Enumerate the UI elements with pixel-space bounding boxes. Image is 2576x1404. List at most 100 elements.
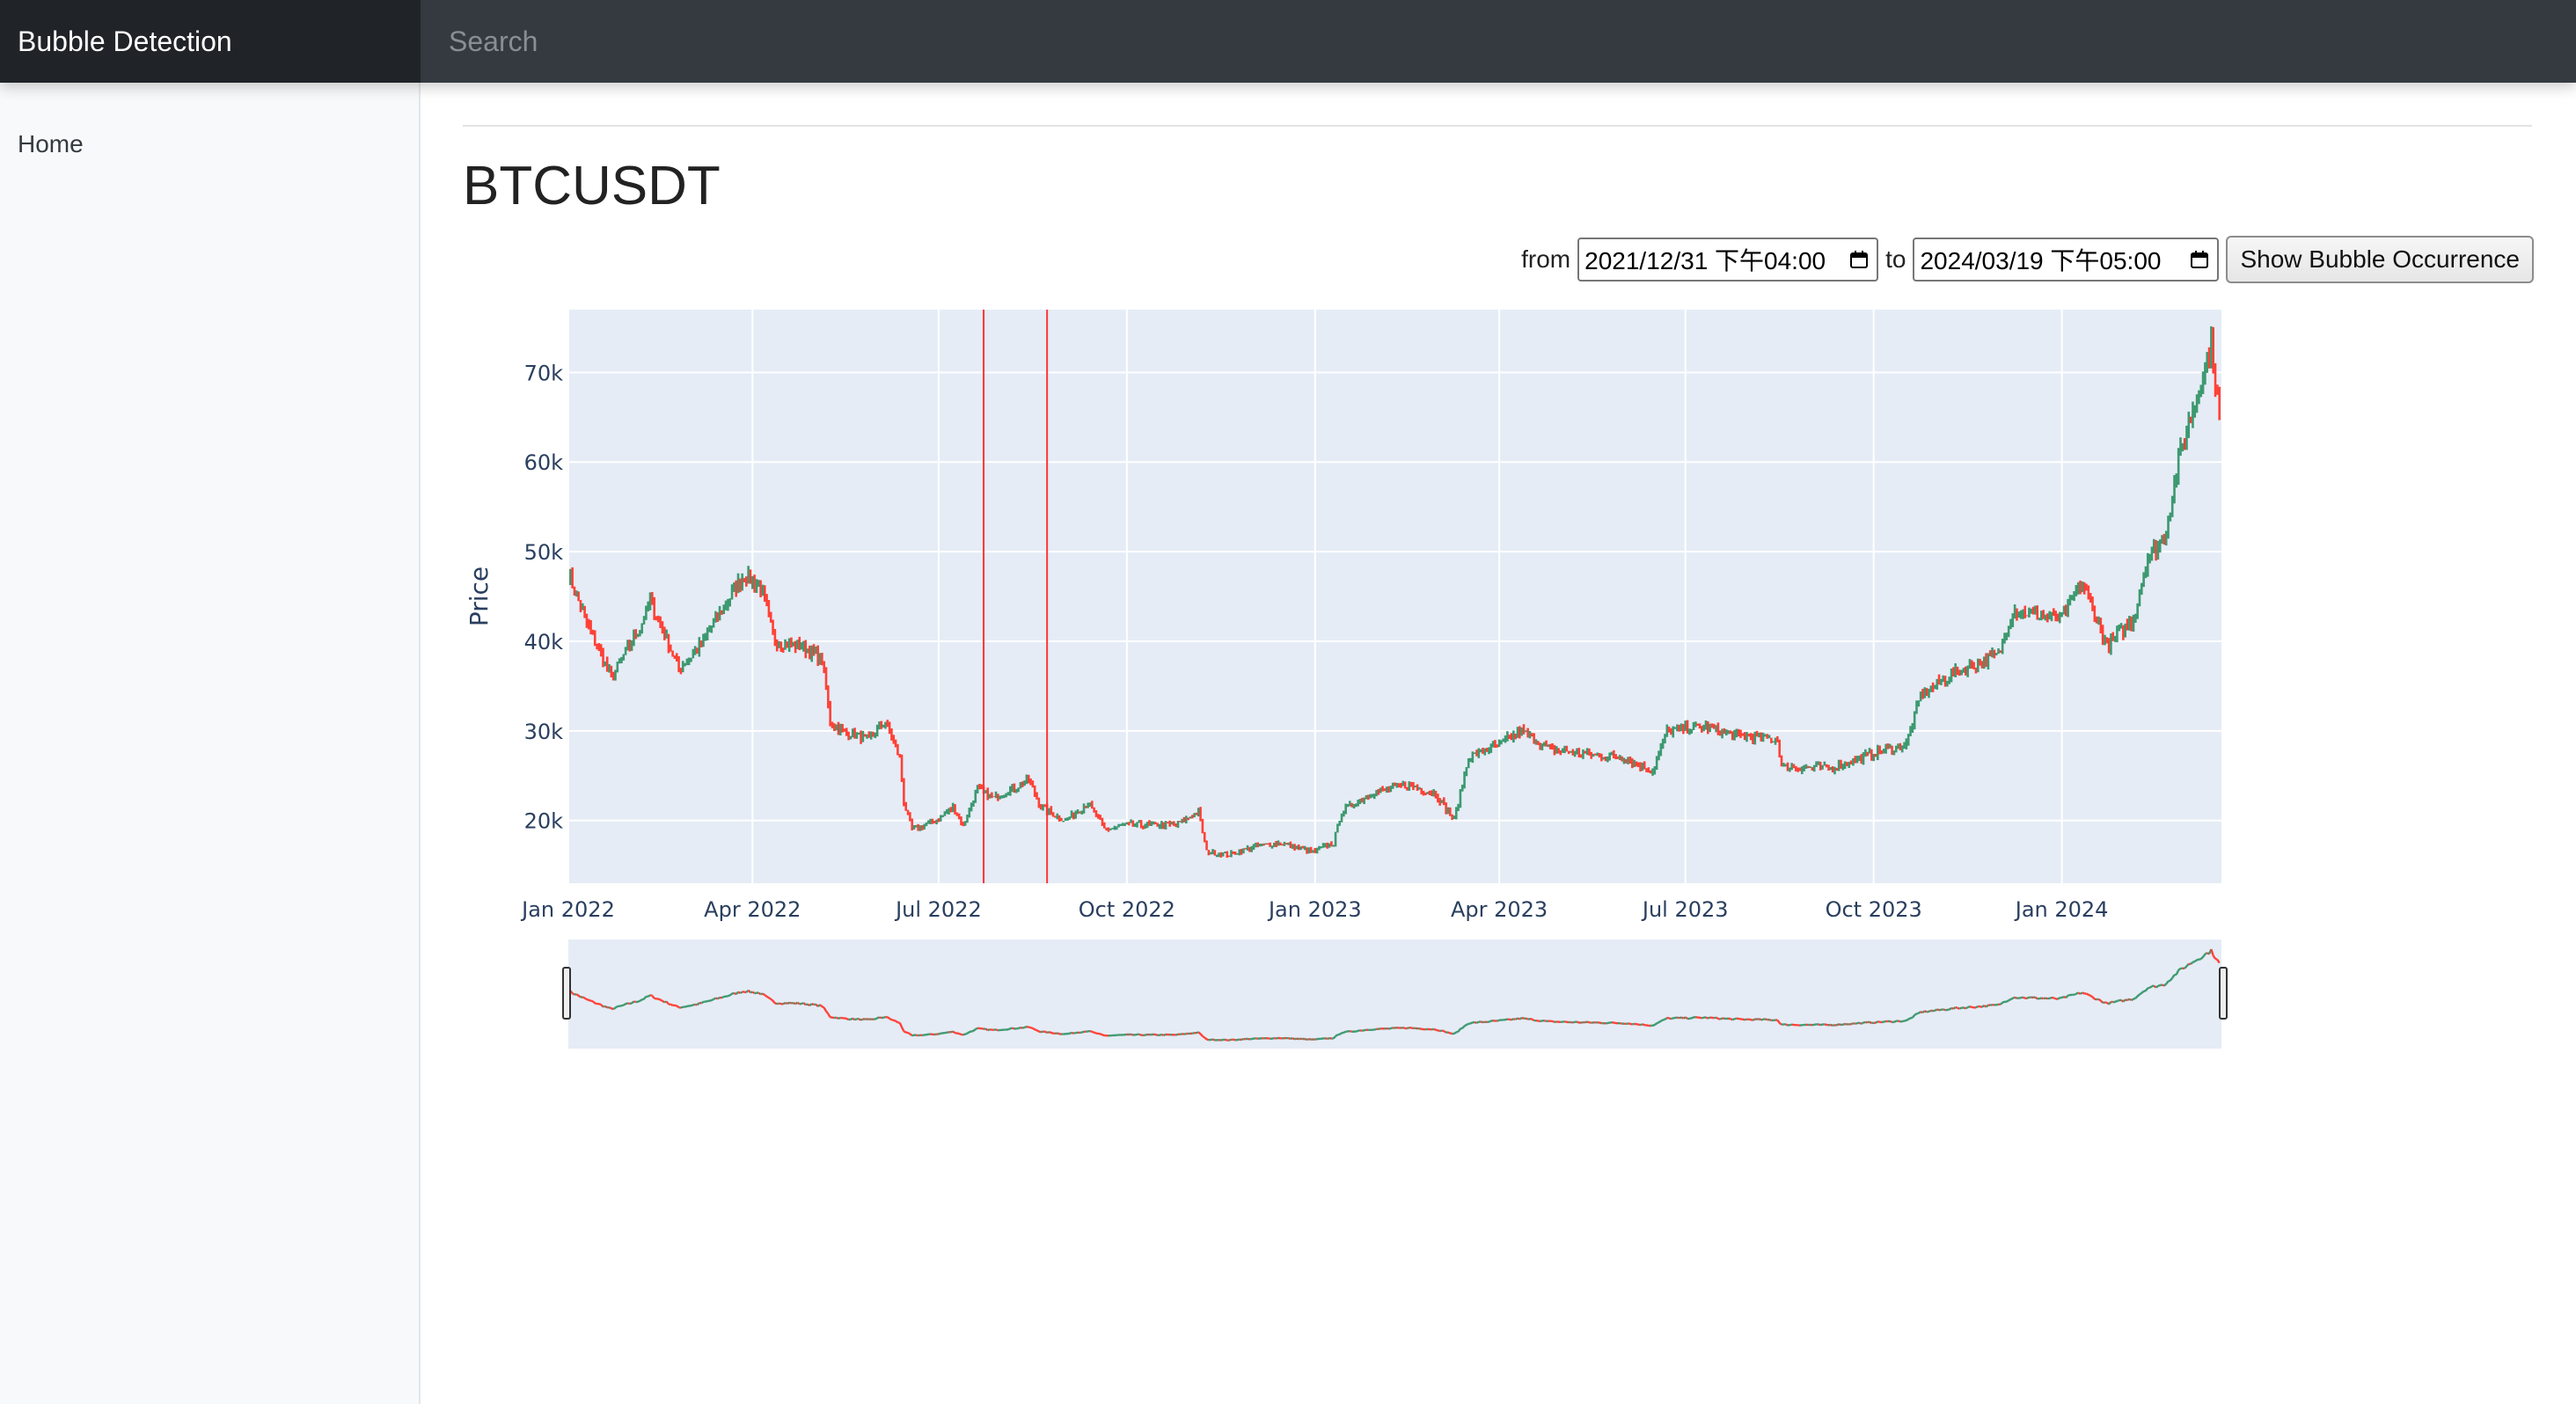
range-slider-candle — [637, 999, 640, 1003]
range-slider-candle — [1431, 1027, 1434, 1031]
range-slider-candle — [854, 1018, 858, 1021]
range-slider-candle — [1237, 1038, 1240, 1042]
range-slider-candle — [788, 1001, 792, 1005]
range-slider-candle — [1455, 1030, 1459, 1034]
range-slider-candle — [1239, 1038, 1242, 1042]
range-slider-candle — [858, 1018, 862, 1021]
range-slider-candle — [1722, 1017, 1725, 1020]
range-slider-candle — [1332, 1035, 1336, 1040]
range-slider-candle — [1552, 1020, 1555, 1024]
range-slider[interactable] — [568, 940, 2221, 1049]
range-slider-candle — [1898, 1020, 1901, 1023]
range-slider-candle — [1183, 1032, 1187, 1035]
range-slider-candle — [1517, 1017, 1520, 1020]
range-slider-candle — [2126, 998, 2130, 1002]
range-slider-handle[interactable] — [2219, 967, 2228, 1020]
range-slider-candle — [898, 1022, 904, 1028]
range-slider-candle — [1850, 1022, 1854, 1026]
range-slider-candle — [1009, 1027, 1013, 1030]
range-slider-candle — [900, 1027, 905, 1032]
range-slider-candle — [2063, 995, 2067, 999]
range-slider-candle — [1818, 1023, 1821, 1027]
search-input[interactable] — [421, 0, 2576, 83]
range-slider-candle — [1877, 1020, 1881, 1024]
range-slider-candle — [686, 1005, 690, 1008]
range-slider-candle — [964, 1032, 968, 1035]
range-slider-candle — [1355, 1029, 1359, 1033]
range-slider-candle — [1889, 1020, 1893, 1024]
range-slider-candle — [774, 1002, 778, 1005]
from-datetime-input[interactable]: 2021/12/31 下午04:00 — [1577, 238, 1879, 282]
range-slider-candle — [2114, 999, 2118, 1004]
range-slider-candle — [721, 995, 725, 999]
range-slider-candle — [1343, 1030, 1347, 1034]
range-slider-candle — [1577, 1020, 1580, 1024]
range-slider-candle — [2061, 995, 2065, 999]
range-slider-candle — [2151, 984, 2155, 988]
range-slider-candle — [2106, 1001, 2110, 1005]
calendar-icon[interactable] — [1848, 249, 1870, 270]
range-slider-candle — [1036, 1029, 1040, 1033]
calendar-icon[interactable] — [2189, 249, 2210, 270]
range-slider-candle — [1819, 1023, 1823, 1027]
range-slider-candle — [1525, 1017, 1529, 1020]
range-slider-candle — [2008, 998, 2012, 1002]
range-slider-candle — [909, 1033, 913, 1037]
to-datetime-input[interactable]: 2024/03/19 下午05:00 — [1913, 238, 2220, 282]
range-slider-candle — [733, 991, 737, 996]
range-slider-candle — [1081, 1030, 1085, 1034]
brand-title[interactable]: Bubble Detection — [0, 0, 421, 83]
range-slider-candle — [1985, 1004, 1989, 1008]
range-slider-candle — [657, 998, 662, 1001]
sidebar-item-home[interactable]: Home — [18, 130, 84, 157]
range-slider-candle — [2057, 997, 2060, 1000]
range-slider-candle — [603, 1005, 606, 1008]
range-slider-candle — [1731, 1018, 1736, 1021]
range-slider-candle — [1664, 1017, 1668, 1020]
range-slider-candle — [684, 1005, 688, 1008]
range-slider-candle — [2000, 1001, 2004, 1005]
range-slider-candle — [621, 1004, 625, 1007]
range-slider-candle — [1091, 1030, 1094, 1034]
range-slider-candle — [586, 998, 589, 1001]
range-slider-candle — [1717, 1017, 1721, 1020]
range-slider-candle — [782, 1001, 787, 1005]
range-slider-candle — [1089, 1029, 1093, 1034]
range-slider-candle — [598, 1003, 602, 1006]
range-slider-candle — [1073, 1031, 1077, 1035]
range-slider-candle — [1100, 1033, 1103, 1036]
range-slider-candle — [1911, 1014, 1916, 1019]
range-slider-candle — [1691, 1016, 1694, 1020]
range-slider-candle — [1497, 1019, 1500, 1022]
range-slider-candle — [770, 998, 774, 1002]
range-slider-candle — [1191, 1031, 1195, 1035]
range-slider-candle — [2212, 954, 2217, 960]
range-slider-candle — [1637, 1023, 1641, 1027]
range-slider-candle — [754, 991, 757, 995]
range-slider-candle — [700, 1000, 705, 1005]
range-slider-candle — [2216, 959, 2221, 964]
range-slider-handle[interactable] — [562, 967, 571, 1020]
range-slider-candle — [1206, 1038, 1210, 1042]
range-slider-candle — [1943, 1008, 1946, 1012]
range-slider-candle — [2091, 996, 2096, 1000]
range-slider-candle — [1439, 1029, 1443, 1033]
range-slider-candle — [735, 991, 739, 996]
range-slider-candle — [747, 989, 751, 994]
range-slider-candle — [1926, 1010, 1929, 1013]
range-slider-candle — [1875, 1020, 1879, 1024]
range-slider-candle — [614, 1005, 618, 1009]
range-slider-candle — [796, 1001, 801, 1005]
show-bubble-occurrence-button[interactable]: Show Bubble Occurrence — [2226, 236, 2534, 283]
range-slider-candle — [1778, 1021, 1782, 1026]
range-slider-candle — [1830, 1023, 1833, 1027]
range-slider-candle — [1378, 1027, 1381, 1030]
range-slider-candle — [952, 1030, 956, 1035]
range-slider-candle — [1069, 1031, 1072, 1035]
range-slider-candle — [1197, 1031, 1202, 1035]
range-slider-candle — [2169, 976, 2174, 982]
range-slider-candle — [1941, 1008, 1943, 1012]
range-slider-candle — [711, 998, 714, 1002]
range-slider-candle — [1012, 1027, 1015, 1030]
